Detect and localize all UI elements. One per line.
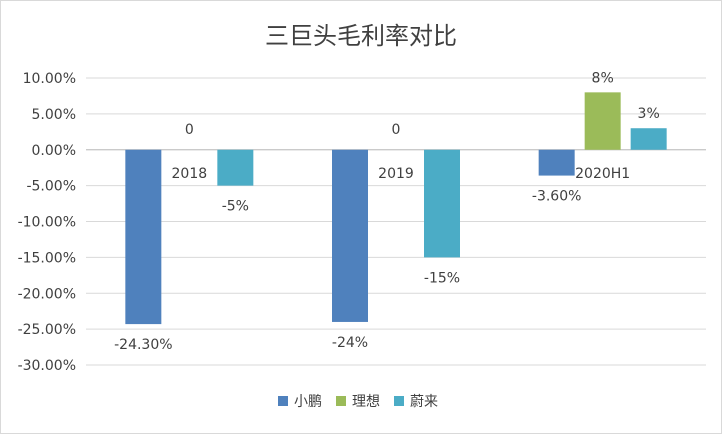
data-label: 8% — [592, 70, 614, 86]
data-label: -24.30% — [114, 337, 172, 353]
bar — [538, 149, 575, 176]
legend-swatch — [278, 396, 288, 406]
legend-label: 小鹏 — [294, 394, 322, 410]
bar — [125, 149, 162, 325]
bar — [630, 128, 667, 150]
bars — [125, 92, 667, 325]
category-label: 2019 — [378, 166, 414, 182]
data-label: -5% — [222, 199, 249, 215]
legend-swatch — [336, 396, 346, 406]
legend-label: 理想 — [352, 394, 380, 410]
y-tick-label: -30.00% — [18, 358, 76, 374]
y-tick-label: 5.00% — [32, 107, 76, 123]
bar — [584, 92, 621, 150]
category-label: 2020H1 — [575, 166, 630, 182]
data-label: 0 — [185, 122, 194, 138]
y-tick-label: 0.00% — [32, 143, 76, 159]
y-axis: 10.00% 5.00% 0.00% -5.00% -10.00% -15.00% -20.… — [18, 71, 76, 374]
bar — [332, 149, 368, 322]
bar — [217, 149, 254, 186]
y-tick-label: 10.00% — [23, 71, 76, 87]
y-tick-label: -25.00% — [18, 322, 76, 338]
category-labels: 2018 2019 2020H1 — [172, 166, 631, 182]
bar — [424, 149, 460, 258]
data-labels: -24.30% 0 -5% -24% 0 -15% -3.60% 8% 3% — [114, 70, 660, 353]
y-tick-label: -15.00% — [18, 250, 76, 266]
data-label: -24% — [332, 335, 368, 351]
y-tick-label: -10.00% — [18, 215, 76, 231]
legend: 小鹏 理想 蔚来 — [278, 394, 438, 410]
data-label: 0 — [392, 122, 401, 138]
data-label: -3.60% — [532, 189, 582, 205]
data-label: 3% — [638, 106, 660, 122]
legend-label: 蔚来 — [410, 394, 438, 410]
chart-title: 三巨头毛利率对比 — [265, 22, 457, 50]
category-label: 2018 — [172, 166, 208, 182]
data-label: -15% — [424, 270, 460, 286]
y-tick-label: -20.00% — [18, 286, 76, 302]
legend-swatch — [394, 396, 404, 406]
y-tick-label: -5.00% — [26, 179, 76, 195]
